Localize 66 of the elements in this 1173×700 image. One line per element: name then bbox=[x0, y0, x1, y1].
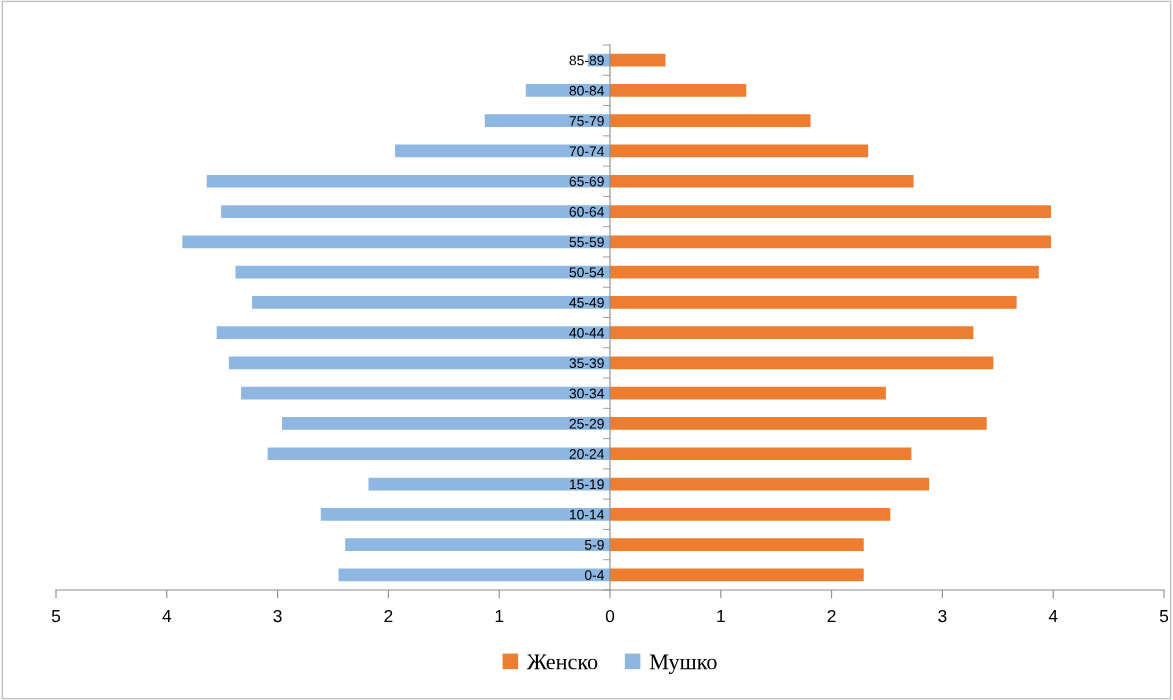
bar bbox=[241, 386, 610, 400]
y-tick-label: 50-54 bbox=[569, 267, 605, 278]
x-tick-label: 5 bbox=[1159, 610, 1169, 623]
bar bbox=[216, 326, 610, 339]
bar bbox=[221, 205, 610, 218]
bar bbox=[206, 174, 610, 188]
bar bbox=[525, 84, 610, 97]
bar bbox=[610, 174, 914, 188]
x-tick-label: 3 bbox=[273, 609, 282, 623]
x-tick-label: 2 bbox=[384, 609, 393, 623]
x-tick-label: 1 bbox=[495, 610, 504, 623]
y-tick-label: 15-19 bbox=[569, 479, 604, 490]
x-tick-label: 4 bbox=[1048, 610, 1058, 623]
y-tick-label: 70-74 bbox=[569, 146, 605, 157]
bar bbox=[610, 53, 666, 67]
bar bbox=[610, 205, 1051, 218]
y-tick-label: 85-89 bbox=[569, 55, 604, 66]
bar bbox=[610, 296, 1017, 309]
y-tick-label: 20-24 bbox=[569, 449, 605, 459]
x-tick-label: 2 bbox=[827, 609, 836, 623]
bar bbox=[267, 447, 610, 461]
bar bbox=[368, 477, 610, 491]
bar bbox=[395, 144, 610, 158]
legend-label: Мушко bbox=[649, 654, 717, 674]
bar bbox=[610, 84, 747, 97]
y-tick-label: 10-14 bbox=[569, 509, 605, 520]
x-tick-label: 4 bbox=[162, 610, 172, 623]
y-tick-label: 30-34 bbox=[569, 388, 605, 399]
bar bbox=[610, 507, 891, 521]
bar bbox=[610, 114, 811, 128]
x-tick-label: 5 bbox=[51, 610, 61, 623]
bar bbox=[610, 447, 912, 461]
bar bbox=[610, 235, 1051, 249]
bar bbox=[182, 235, 610, 249]
bar bbox=[345, 538, 610, 551]
bar bbox=[610, 538, 864, 551]
x-tick-label: 0 bbox=[605, 609, 615, 623]
y-tick-label: 55-59 bbox=[569, 237, 604, 247]
x-tick-label: 1 bbox=[717, 610, 725, 623]
bar bbox=[610, 144, 869, 158]
bar bbox=[610, 265, 1039, 279]
x-tick-label: 3 bbox=[938, 609, 947, 623]
y-tick-label: 35-39 bbox=[569, 358, 604, 369]
bar bbox=[320, 507, 610, 521]
bar bbox=[610, 356, 994, 370]
bar bbox=[235, 265, 610, 279]
bar bbox=[338, 568, 610, 582]
y-tick-label: 0-4 bbox=[584, 570, 605, 581]
bar bbox=[610, 568, 864, 582]
y-tick-label: 25-29 bbox=[569, 418, 604, 429]
y-tick-label: 80-84 bbox=[569, 85, 605, 96]
y-tick-label: 60-64 bbox=[569, 206, 605, 217]
legend-label: Женско bbox=[526, 654, 598, 670]
bar bbox=[252, 296, 610, 309]
bar bbox=[610, 386, 886, 400]
y-tick-label: 40-44 bbox=[569, 327, 605, 338]
bar bbox=[282, 417, 610, 430]
bar bbox=[484, 114, 610, 128]
bar bbox=[610, 326, 974, 339]
y-tick-label: 45-49 bbox=[569, 297, 604, 308]
bar bbox=[610, 477, 930, 491]
bar bbox=[228, 356, 610, 370]
y-tick-label: 75-79 bbox=[569, 116, 604, 126]
y-tick-label: 5-9 bbox=[584, 539, 604, 550]
bar bbox=[610, 417, 987, 430]
y-tick-label: 65-69 bbox=[569, 176, 604, 187]
